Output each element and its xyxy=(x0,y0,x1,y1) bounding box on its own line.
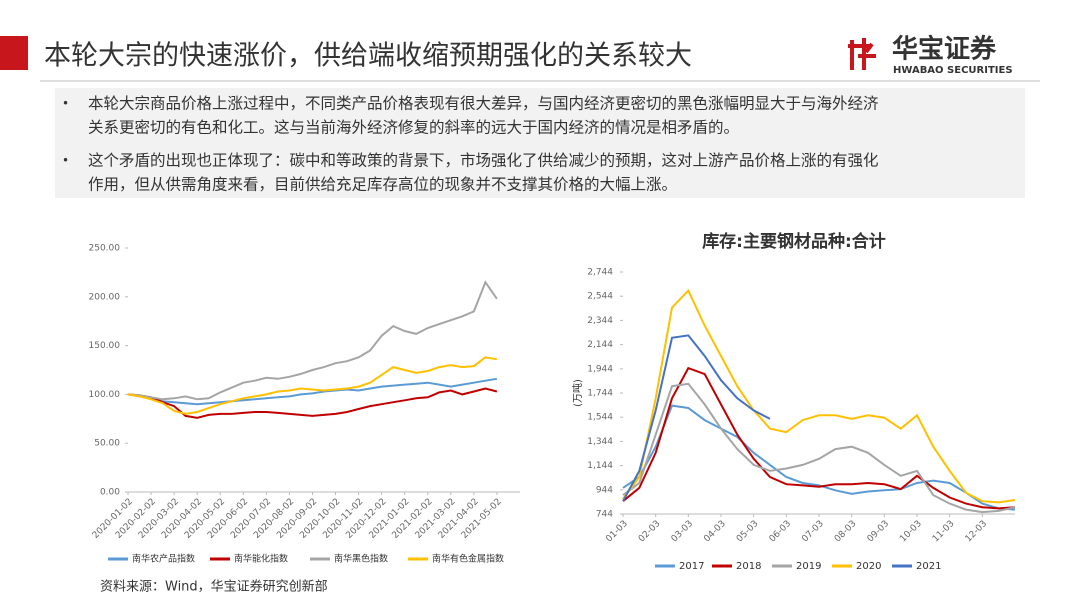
legend-label: 南华黑色指数 xyxy=(334,553,388,565)
x-tick-label: 04-03 xyxy=(702,519,728,545)
logo-en: HWABAO SECURITIES xyxy=(893,65,1013,76)
series-line xyxy=(127,387,498,419)
y-tick-label: 1,944 xyxy=(587,364,613,374)
legend-label: 2019 xyxy=(796,561,821,572)
bullet-line: 关系更密切的有色和化工。这与当前海外经济修复的斜率的远大于国内经济的情况是相矛盾… xyxy=(88,119,739,137)
x-tick-label: 12-03 xyxy=(964,519,990,545)
y-tick-label: 744 xyxy=(596,510,613,520)
y-tick-label: 2,544 xyxy=(587,292,613,302)
y-tick-label: 100.00 xyxy=(89,390,121,400)
y-tick-label: 200.00 xyxy=(89,292,121,302)
legend-label: 南华农产品指数 xyxy=(132,553,195,565)
y-tick-label: 0.00 xyxy=(100,488,120,498)
series-line xyxy=(622,366,1016,510)
series-line xyxy=(622,288,1016,504)
y-tick-label: 2,344 xyxy=(587,316,613,326)
y-tick-label: 1,144 xyxy=(587,461,613,471)
logo-cn: 华宝证券 xyxy=(892,34,997,65)
series-line xyxy=(622,382,1016,514)
slide-title: 本轮大宗的快速涨价，供给端收缩预期强化的关系较大 xyxy=(44,41,692,72)
legend-label: 2017 xyxy=(679,561,704,572)
series-line xyxy=(127,356,498,415)
legend-label: 南华有色金属指数 xyxy=(432,553,504,565)
legend-label: 2018 xyxy=(736,561,761,572)
x-tick-label: 08-03 xyxy=(833,519,859,545)
source: 资料来源：Wind，华宝证券研究创新部 xyxy=(100,579,328,595)
y-tick-label: 1,344 xyxy=(587,437,613,447)
x-tick-label: 07-03 xyxy=(800,519,826,545)
y-tick-label: 1,544 xyxy=(587,413,613,423)
series-line xyxy=(127,377,498,406)
y-tick-label: 944 xyxy=(596,485,613,495)
x-tick-label: 03-03 xyxy=(670,519,696,545)
x-tick-label: 02-03 xyxy=(637,519,663,545)
y-tick-label: 2,144 xyxy=(587,340,613,350)
legend-label: 2020 xyxy=(856,561,881,572)
x-tick-label: 01-03 xyxy=(604,519,630,545)
series-line xyxy=(127,280,498,401)
chart-title: 库存:主要钢材品种:合计 xyxy=(702,231,886,252)
bullet-line: 作用，但从供需角度来看，目前供给充足库存高位的现象并不支撑其价格的大幅上涨。 xyxy=(88,176,677,194)
bullet-dot: • xyxy=(62,154,69,168)
y-axis-label: (万吨) xyxy=(571,379,584,407)
legend-label: 南华能化指数 xyxy=(234,553,288,565)
y-tick-label: 50.00 xyxy=(94,439,120,449)
logo: 华宝证券 HWABAO SECURITIES xyxy=(848,34,1013,76)
y-tick-label: 150.00 xyxy=(89,341,121,351)
bullet-dot: • xyxy=(62,97,69,111)
bullet-line: 这个矛盾的出现也正体现了：碳中和等政策的背景下，市场强化了供给减少的预期，这对上… xyxy=(88,152,879,170)
bullet-line: 本轮大宗商品价格上涨过程中，不同类产品价格表现有很大差异，与国内经济更密切的黑色… xyxy=(88,95,879,113)
bullet-box xyxy=(55,88,1025,198)
x-tick-label: 06-03 xyxy=(768,519,794,545)
title-block xyxy=(0,36,28,70)
x-tick-label: 05-03 xyxy=(735,519,761,545)
y-tick-label: 2,744 xyxy=(587,268,613,278)
series-line xyxy=(622,334,771,502)
series-line xyxy=(622,404,1016,511)
y-tick-label: 250.00 xyxy=(89,244,121,254)
x-tick-label: 11-03 xyxy=(931,519,957,545)
legend-label: 2021 xyxy=(916,561,941,572)
x-tick-label: 10-03 xyxy=(898,519,924,545)
x-tick-label: 09-03 xyxy=(866,519,892,545)
y-tick-label: 1,744 xyxy=(587,389,613,399)
